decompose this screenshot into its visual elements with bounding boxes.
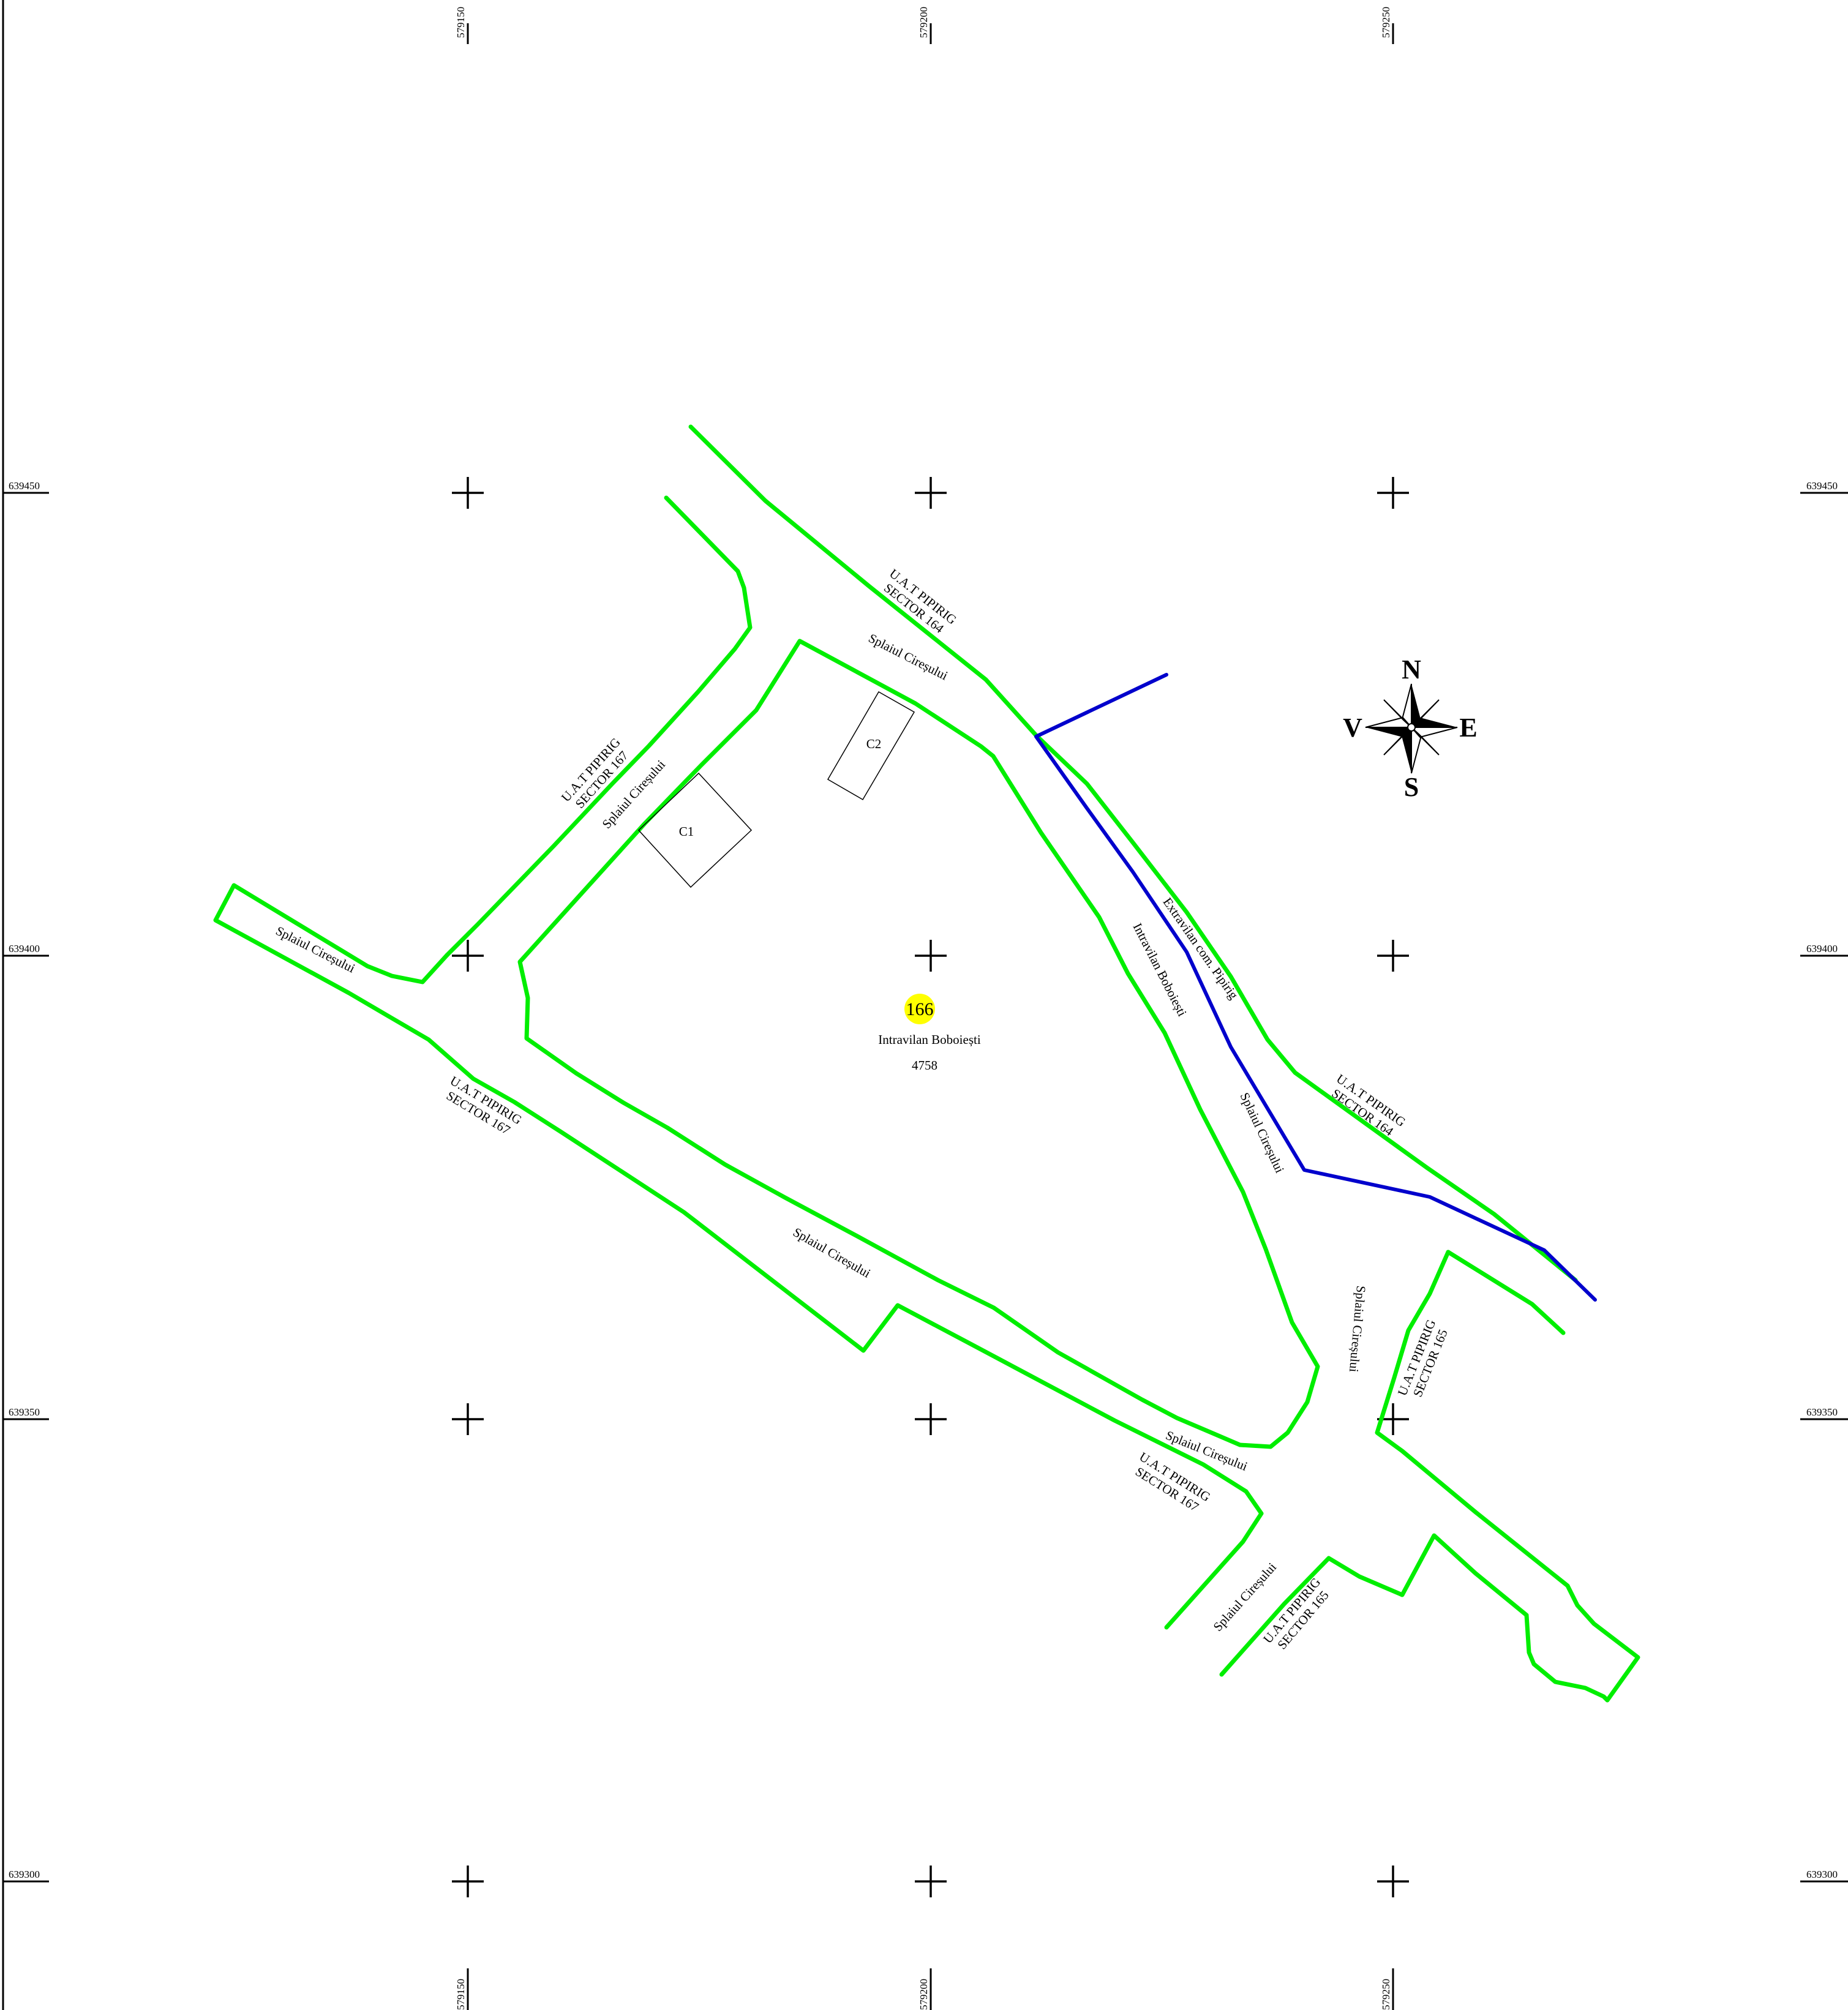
- grid-crosses: [452, 477, 1409, 1897]
- grid-cross: [452, 1403, 484, 1435]
- road-boundaries: [213, 424, 1640, 1703]
- neighbor-labels: U.A.T PIPIRIG SECTOR 164 U.A.T PIPIRIG S…: [444, 566, 1451, 1652]
- parcel-number-marker: [904, 994, 935, 1024]
- compass-west: V: [1343, 713, 1362, 743]
- grid-cross: [1377, 1866, 1409, 1897]
- bottom-x-label-2: 579200: [918, 1979, 930, 2010]
- grid-cross: [1377, 940, 1409, 972]
- grid-cross: [452, 940, 484, 972]
- grid-cross: [452, 477, 484, 509]
- neighbor-sector-167-south: U.A.T PIPIRIG SECTOR 167: [1133, 1449, 1213, 1515]
- neighbor-sector-165-east: U.A.T PIPIRIG SECTOR 165: [1395, 1318, 1451, 1399]
- grid-cross: [1377, 477, 1409, 509]
- bottom-x-label-1: 579150: [455, 1979, 467, 2010]
- grid-cross: [915, 1403, 947, 1435]
- bottom-coordinate-ticks: 579150 579200 579250: [455, 1968, 1394, 2010]
- right-y-label-4: 639300: [1806, 1869, 1838, 1880]
- left-y-label-3: 639350: [9, 1406, 40, 1418]
- left-y-label-1: 639450: [9, 480, 40, 492]
- right-y-label-1: 639450: [1806, 480, 1838, 492]
- left-y-label-2: 639400: [9, 943, 40, 954]
- road-label-splaiul-6: Splaiul Cireșului: [1347, 1285, 1369, 1373]
- right-y-label-2: 639400: [1806, 943, 1838, 954]
- top-coordinate-ticks: 579150 579200 579250: [455, 7, 1394, 44]
- compass-east: E: [1459, 713, 1477, 743]
- right-coordinate-ticks: 639450 639400 639350 639300: [1800, 480, 1848, 1883]
- left-y-label-4: 639300: [9, 1869, 40, 1880]
- left-coordinate-ticks: 639450 639400 639350 639300: [3, 480, 49, 1883]
- intravilan-neighbor-label: Intravilan Boboiești: [1130, 921, 1190, 1019]
- neighbor-sector-164-east: U.A.T PIPIRIG SECTOR 164: [1329, 1071, 1408, 1139]
- road-label-splaiul-4: Splaiul Cireșului: [791, 1224, 873, 1281]
- building-c1-label: C1: [679, 824, 694, 839]
- grid-cross: [915, 1866, 947, 1897]
- building-c1: C1: [637, 772, 753, 888]
- road-edge-north-inner: [445, 495, 753, 958]
- building-c2-label: C2: [866, 737, 882, 751]
- parcel-166-boundary: [517, 639, 1320, 1449]
- top-x-label-2: 579200: [918, 7, 930, 38]
- parcel-number: 166: [906, 999, 934, 1019]
- parcel-name: Intravilan Boboiești: [878, 1032, 981, 1047]
- road-edge-east-a: [1446, 1250, 1566, 1335]
- administrative-limit-line: [1034, 673, 1597, 1302]
- grid-cross: [915, 940, 947, 972]
- compass-north: N: [1402, 654, 1421, 684]
- road-edge-west-outer: [213, 883, 1264, 1630]
- parcel-area: 4758: [912, 1058, 937, 1073]
- bottom-x-label-3: 579250: [1380, 1979, 1392, 2010]
- grid-cross: [452, 1866, 484, 1897]
- top-x-label-3: 579250: [1380, 7, 1392, 38]
- road-edge-east-b: [1219, 1250, 1640, 1703]
- building-c2: C2: [827, 691, 915, 801]
- compass-icon: [1365, 683, 1458, 774]
- parcel-marker: 166 Intravilan Boboiești 4758: [878, 994, 981, 1073]
- grid-cross: [915, 477, 947, 509]
- road-label-splaiul-3: Splaiul Cireșului: [274, 923, 358, 976]
- compass-south: S: [1404, 772, 1419, 802]
- compass-rose: N S E V: [1343, 654, 1478, 802]
- road-labels: Splaiul Cireșului Splaiul Cireșului Spla…: [274, 631, 1369, 1634]
- right-y-label-3: 639350: [1806, 1406, 1838, 1418]
- road-edge-north-outer: [688, 424, 1578, 1283]
- top-x-label-1: 579150: [455, 7, 467, 38]
